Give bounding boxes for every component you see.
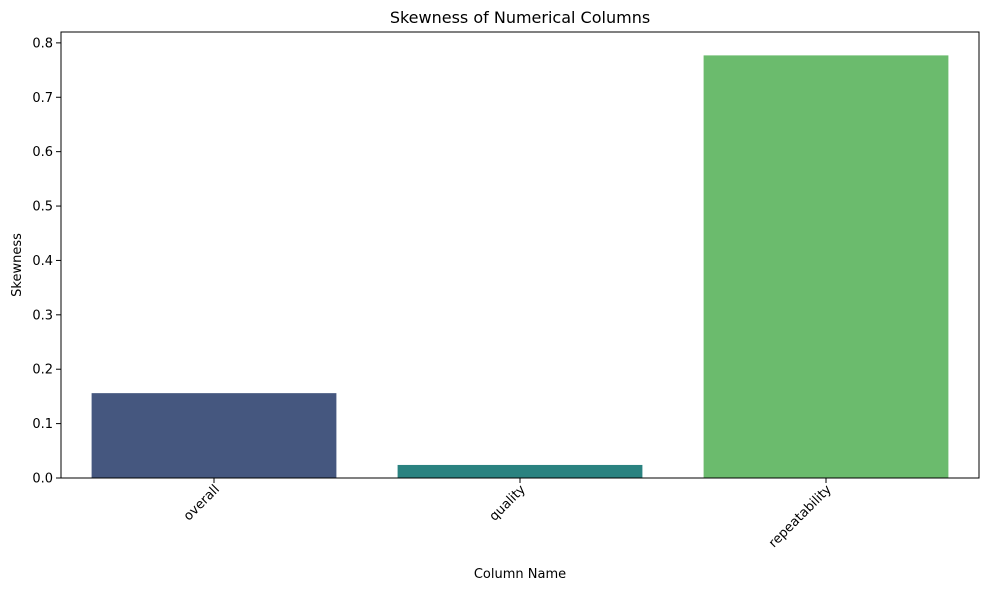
bar-quality (397, 464, 643, 478)
y-tick-label: 0.4 (32, 254, 53, 269)
y-axis-ticks: 0.0 0.1 0.2 0.3 0.4 0.5 0.6 0.7 0.8 (32, 36, 61, 487)
y-axis-label: Skewness (10, 233, 25, 297)
x-axis-ticks: overall quality repeatability (181, 478, 835, 551)
chart-title: Skewness of Numerical Columns (390, 8, 650, 27)
x-tick-label: overall (181, 482, 223, 524)
y-tick-label: 0.1 (32, 417, 53, 432)
y-tick-label: 0.6 (32, 145, 53, 160)
bars-group (91, 55, 949, 478)
x-tick-label: repeatability (766, 482, 835, 551)
plot-frame (60, 31, 980, 479)
y-tick-label: 0.2 (32, 363, 53, 378)
x-tick-label: quality (487, 482, 529, 524)
bar-repeatability (703, 55, 949, 478)
y-tick-label: 0.7 (32, 91, 53, 106)
y-tick-label: 0.0 (32, 472, 53, 487)
y-tick-label: 0.3 (32, 308, 53, 323)
y-tick-label: 0.5 (32, 200, 53, 215)
bar-overall (91, 393, 337, 478)
x-axis-label: Column Name (474, 567, 566, 582)
y-tick-label: 0.8 (32, 36, 53, 51)
